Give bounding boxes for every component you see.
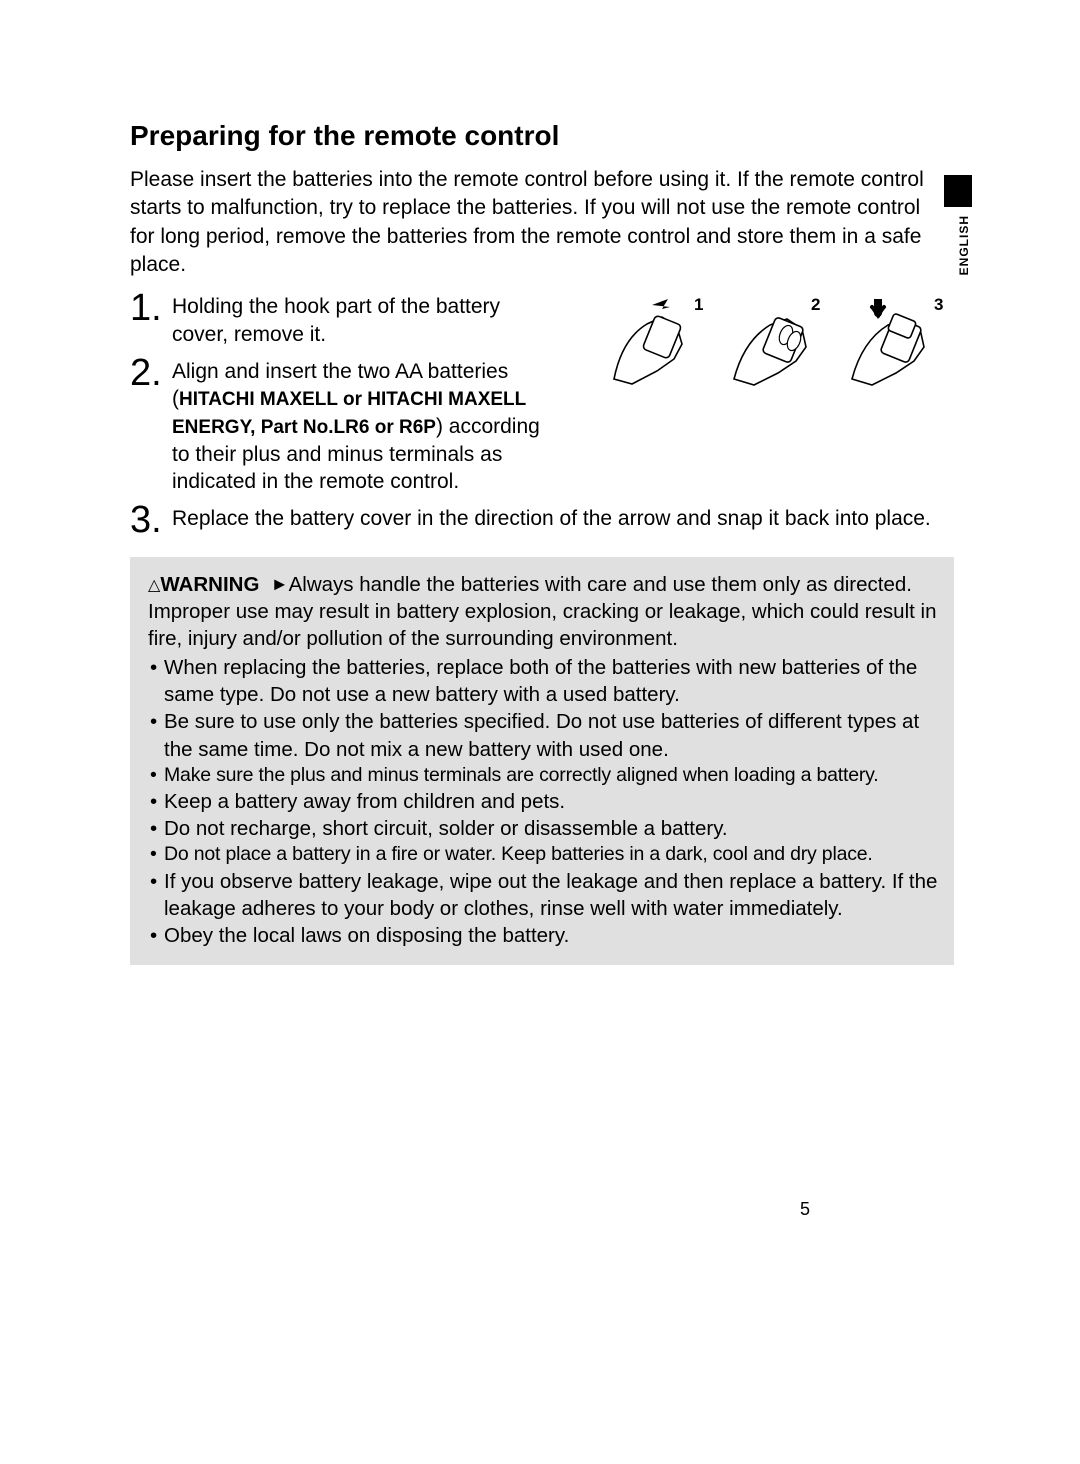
warning-box: △WARNING ►Always handle the batteries wi… (130, 557, 954, 965)
side-language-label: ENGLISH (957, 215, 971, 275)
step-3-number: 3. (130, 501, 172, 539)
step-2-number: 2. (130, 354, 172, 392)
steps-area: 1 2 3 (130, 289, 950, 539)
warning-item: If you observe battery leakage, wipe out… (148, 868, 938, 922)
warning-item: Make sure the plus and minus terminals a… (148, 763, 938, 789)
warning-item: Keep a battery away from children and pe… (148, 788, 938, 815)
step-1-text: Holding the hook part of the battery cov… (172, 289, 552, 348)
page-content: Preparing for the remote control Please … (0, 0, 1080, 1005)
warning-label: WARNING (160, 573, 259, 596)
step-3: 3. Replace the battery cover in the dire… (130, 501, 950, 539)
step-2-text: Align and insert the two AA batteries (H… (172, 354, 552, 495)
warning-item: Do not place a battery in a fire or wate… (148, 842, 938, 868)
warning-item: Obey the local laws on disposing the bat… (148, 922, 938, 949)
warning-list: When replacing the batteries, replace bo… (148, 654, 938, 949)
warning-lead-text: Always handle the batteries with care an… (148, 573, 937, 650)
illus-hand-1 (612, 299, 717, 394)
illustration-panel: 1 2 3 (622, 285, 972, 415)
warning-item: Do not recharge, short circuit, solder o… (148, 815, 938, 842)
illus-hand-2 (732, 299, 837, 394)
warning-lead: △WARNING ►Always handle the batteries wi… (148, 571, 938, 652)
step-3-text: Replace the battery cover in the directi… (172, 501, 931, 532)
side-tab (944, 175, 972, 207)
section-title: Preparing for the remote control (130, 120, 950, 152)
warning-item: Be sure to use only the batteries specif… (148, 708, 938, 762)
warning-item: When replacing the batteries, replace bo… (148, 654, 938, 708)
intro-paragraph: Please insert the batteries into the rem… (130, 166, 950, 279)
warning-triangle-icon: △ (148, 575, 160, 596)
step-1-number: 1. (130, 289, 172, 327)
illus-hand-3 (850, 299, 955, 394)
warning-arrow-icon: ► (271, 573, 289, 597)
page-number: 5 (800, 1199, 810, 1220)
